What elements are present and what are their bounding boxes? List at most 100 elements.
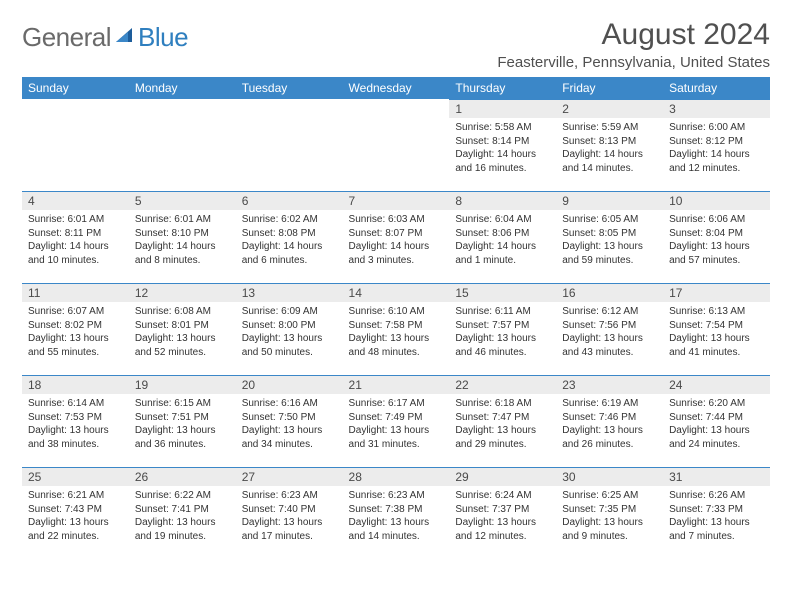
calendar-cell: 1Sunrise: 5:58 AMSunset: 8:14 PMDaylight… bbox=[449, 100, 556, 192]
header: General Blue August 2024 Feasterville, P… bbox=[22, 18, 770, 71]
sunset-text: Sunset: 7:40 PM bbox=[242, 503, 337, 517]
day-body: Sunrise: 6:13 AMSunset: 7:54 PMDaylight:… bbox=[663, 302, 770, 363]
day-body: Sunrise: 6:09 AMSunset: 8:00 PMDaylight:… bbox=[236, 302, 343, 363]
calendar-cell: 13Sunrise: 6:09 AMSunset: 8:00 PMDayligh… bbox=[236, 284, 343, 376]
sunset-text: Sunset: 7:35 PM bbox=[562, 503, 657, 517]
day-body: Sunrise: 6:00 AMSunset: 8:12 PMDaylight:… bbox=[663, 118, 770, 179]
daylight-text: Daylight: 13 hours and 43 minutes. bbox=[562, 332, 657, 359]
daylight-text: Daylight: 14 hours and 8 minutes. bbox=[135, 240, 230, 267]
sunrise-text: Sunrise: 6:01 AM bbox=[28, 213, 123, 227]
daylight-text: Daylight: 13 hours and 24 minutes. bbox=[669, 424, 764, 451]
sunrise-text: Sunrise: 6:18 AM bbox=[455, 397, 550, 411]
sunrise-text: Sunrise: 6:12 AM bbox=[562, 305, 657, 319]
day-body: Sunrise: 6:15 AMSunset: 7:51 PMDaylight:… bbox=[129, 394, 236, 455]
daylight-text: Daylight: 13 hours and 19 minutes. bbox=[135, 516, 230, 543]
calendar-cell: 24Sunrise: 6:20 AMSunset: 7:44 PMDayligh… bbox=[663, 376, 770, 468]
daylight-text: Daylight: 13 hours and 50 minutes. bbox=[242, 332, 337, 359]
daylight-text: Daylight: 13 hours and 41 minutes. bbox=[669, 332, 764, 359]
day-number: 6 bbox=[236, 192, 343, 210]
day-number: 24 bbox=[663, 376, 770, 394]
day-number: 25 bbox=[22, 468, 129, 486]
sunrise-text: Sunrise: 6:16 AM bbox=[242, 397, 337, 411]
day-body: Sunrise: 6:03 AMSunset: 8:07 PMDaylight:… bbox=[343, 210, 450, 271]
daylight-text: Daylight: 14 hours and 10 minutes. bbox=[28, 240, 123, 267]
daylight-text: Daylight: 14 hours and 6 minutes. bbox=[242, 240, 337, 267]
day-body: Sunrise: 6:23 AMSunset: 7:38 PMDaylight:… bbox=[343, 486, 450, 547]
calendar-cell: 27Sunrise: 6:23 AMSunset: 7:40 PMDayligh… bbox=[236, 468, 343, 560]
day-body: Sunrise: 6:06 AMSunset: 8:04 PMDaylight:… bbox=[663, 210, 770, 271]
calendar-row: 4Sunrise: 6:01 AMSunset: 8:11 PMDaylight… bbox=[22, 192, 770, 284]
daylight-text: Daylight: 13 hours and 22 minutes. bbox=[28, 516, 123, 543]
day-body-empty bbox=[236, 118, 343, 125]
day-number: 12 bbox=[129, 284, 236, 302]
day-number: 29 bbox=[449, 468, 556, 486]
sunrise-text: Sunrise: 6:17 AM bbox=[349, 397, 444, 411]
day-number: 23 bbox=[556, 376, 663, 394]
sunset-text: Sunset: 8:02 PM bbox=[28, 319, 123, 333]
calendar-cell: 8Sunrise: 6:04 AMSunset: 8:06 PMDaylight… bbox=[449, 192, 556, 284]
sunset-text: Sunset: 7:37 PM bbox=[455, 503, 550, 517]
day-body-empty bbox=[22, 118, 129, 125]
daylight-text: Daylight: 13 hours and 29 minutes. bbox=[455, 424, 550, 451]
daylight-text: Daylight: 13 hours and 7 minutes. bbox=[669, 516, 764, 543]
calendar-cell: 29Sunrise: 6:24 AMSunset: 7:37 PMDayligh… bbox=[449, 468, 556, 560]
sunrise-text: Sunrise: 6:00 AM bbox=[669, 121, 764, 135]
daylight-text: Daylight: 13 hours and 26 minutes. bbox=[562, 424, 657, 451]
day-body: Sunrise: 6:02 AMSunset: 8:08 PMDaylight:… bbox=[236, 210, 343, 271]
sunrise-text: Sunrise: 6:01 AM bbox=[135, 213, 230, 227]
sunrise-text: Sunrise: 6:20 AM bbox=[669, 397, 764, 411]
daylight-text: Daylight: 13 hours and 55 minutes. bbox=[28, 332, 123, 359]
day-empty bbox=[129, 100, 236, 118]
daylight-text: Daylight: 14 hours and 1 minute. bbox=[455, 240, 550, 267]
day-header: Thursday bbox=[449, 77, 556, 100]
sunrise-text: Sunrise: 6:02 AM bbox=[242, 213, 337, 227]
day-body: Sunrise: 6:16 AMSunset: 7:50 PMDaylight:… bbox=[236, 394, 343, 455]
day-body: Sunrise: 6:05 AMSunset: 8:05 PMDaylight:… bbox=[556, 210, 663, 271]
calendar-cell: 20Sunrise: 6:16 AMSunset: 7:50 PMDayligh… bbox=[236, 376, 343, 468]
sunset-text: Sunset: 8:00 PM bbox=[242, 319, 337, 333]
sunset-text: Sunset: 8:08 PM bbox=[242, 227, 337, 241]
calendar-cell: 21Sunrise: 6:17 AMSunset: 7:49 PMDayligh… bbox=[343, 376, 450, 468]
sunset-text: Sunset: 7:51 PM bbox=[135, 411, 230, 425]
calendar-row: 25Sunrise: 6:21 AMSunset: 7:43 PMDayligh… bbox=[22, 468, 770, 560]
calendar-cell bbox=[236, 100, 343, 192]
sunset-text: Sunset: 7:41 PM bbox=[135, 503, 230, 517]
sunset-text: Sunset: 7:44 PM bbox=[669, 411, 764, 425]
day-number: 5 bbox=[129, 192, 236, 210]
calendar-row: 1Sunrise: 5:58 AMSunset: 8:14 PMDaylight… bbox=[22, 100, 770, 192]
day-empty bbox=[236, 100, 343, 118]
calendar-cell: 16Sunrise: 6:12 AMSunset: 7:56 PMDayligh… bbox=[556, 284, 663, 376]
sunrise-text: Sunrise: 6:15 AM bbox=[135, 397, 230, 411]
calendar-cell bbox=[22, 100, 129, 192]
calendar-cell: 18Sunrise: 6:14 AMSunset: 7:53 PMDayligh… bbox=[22, 376, 129, 468]
day-number: 19 bbox=[129, 376, 236, 394]
calendar-cell: 22Sunrise: 6:18 AMSunset: 7:47 PMDayligh… bbox=[449, 376, 556, 468]
month-title: August 2024 bbox=[497, 18, 770, 52]
sunrise-text: Sunrise: 5:59 AM bbox=[562, 121, 657, 135]
day-body: Sunrise: 6:07 AMSunset: 8:02 PMDaylight:… bbox=[22, 302, 129, 363]
day-body: Sunrise: 6:20 AMSunset: 7:44 PMDaylight:… bbox=[663, 394, 770, 455]
sunset-text: Sunset: 7:53 PM bbox=[28, 411, 123, 425]
day-header: Friday bbox=[556, 77, 663, 100]
logo: General Blue bbox=[22, 22, 188, 53]
calendar-cell: 28Sunrise: 6:23 AMSunset: 7:38 PMDayligh… bbox=[343, 468, 450, 560]
sunset-text: Sunset: 7:46 PM bbox=[562, 411, 657, 425]
sunrise-text: Sunrise: 6:25 AM bbox=[562, 489, 657, 503]
day-body: Sunrise: 6:01 AMSunset: 8:10 PMDaylight:… bbox=[129, 210, 236, 271]
day-body-empty bbox=[343, 118, 450, 125]
daylight-text: Daylight: 14 hours and 14 minutes. bbox=[562, 148, 657, 175]
sunset-text: Sunset: 7:57 PM bbox=[455, 319, 550, 333]
day-number: 14 bbox=[343, 284, 450, 302]
calendar-cell bbox=[343, 100, 450, 192]
sunrise-text: Sunrise: 6:24 AM bbox=[455, 489, 550, 503]
day-header: Monday bbox=[129, 77, 236, 100]
day-header-row: SundayMondayTuesdayWednesdayThursdayFrid… bbox=[22, 77, 770, 100]
daylight-text: Daylight: 13 hours and 52 minutes. bbox=[135, 332, 230, 359]
day-body: Sunrise: 6:14 AMSunset: 7:53 PMDaylight:… bbox=[22, 394, 129, 455]
logo-sail-icon bbox=[114, 24, 136, 51]
sunset-text: Sunset: 7:38 PM bbox=[349, 503, 444, 517]
sunset-text: Sunset: 7:33 PM bbox=[669, 503, 764, 517]
day-number: 27 bbox=[236, 468, 343, 486]
daylight-text: Daylight: 13 hours and 9 minutes. bbox=[562, 516, 657, 543]
day-number: 22 bbox=[449, 376, 556, 394]
